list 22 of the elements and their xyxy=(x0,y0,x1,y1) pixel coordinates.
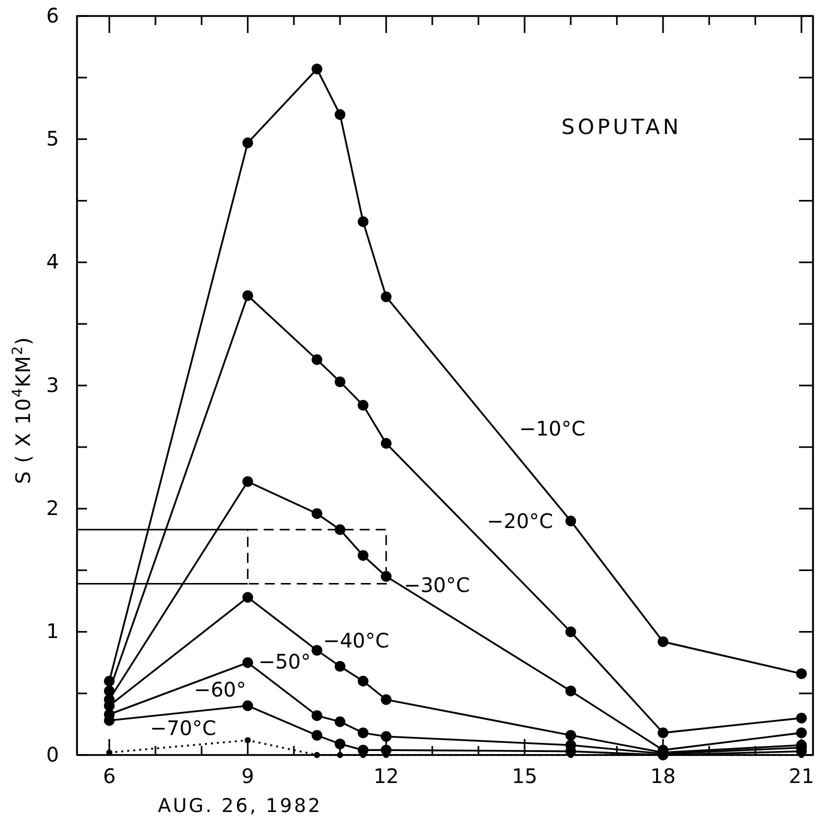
series-label: −50° xyxy=(258,649,311,674)
x-tick-label: 21 xyxy=(788,764,814,788)
y-tick-label: 3 xyxy=(46,372,59,397)
series-label: −10°C xyxy=(519,416,586,441)
text: SOPUTAN xyxy=(561,115,682,140)
y-tick-label: 5 xyxy=(46,126,59,151)
series-label: −40°C xyxy=(323,628,390,652)
x-tick-label: 6 xyxy=(102,764,116,788)
x-tick-label: 18 xyxy=(650,764,676,788)
x-tick-label: 9 xyxy=(241,764,254,788)
y-tick-label: 4 xyxy=(46,250,59,274)
y-tick-label: 1 xyxy=(46,619,59,644)
x-axis-title: AUG. 26, 1982 xyxy=(158,795,322,817)
y-tick-label: 0 xyxy=(46,742,59,766)
x-tick-label: 15 xyxy=(512,764,538,788)
series-label: −20°C xyxy=(486,508,554,533)
series-label: −30°C xyxy=(404,573,470,598)
x-tick-label: 12 xyxy=(373,764,399,788)
y-tick-label: 2 xyxy=(46,496,59,520)
series-label: −60° xyxy=(194,678,246,702)
series-label: −70°C xyxy=(150,716,216,740)
y-tick-label: 6 xyxy=(46,3,59,28)
